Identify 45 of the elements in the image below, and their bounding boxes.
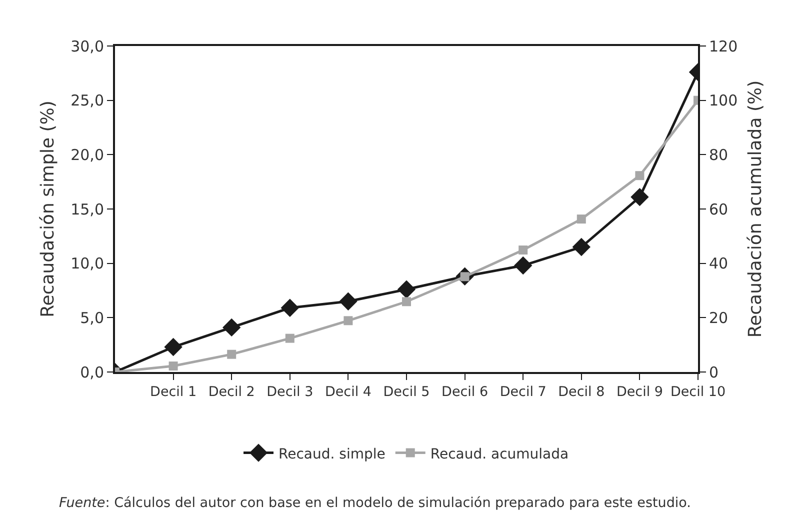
point	[572, 238, 590, 256]
y2-axis-title: Recaudación acumulada (%)	[745, 80, 766, 338]
y-axis-title: Recaudación simple (%)	[37, 100, 58, 318]
point	[397, 280, 416, 299]
point	[514, 256, 532, 275]
point	[518, 246, 528, 255]
x-tick-label: Decil 6	[442, 384, 488, 400]
y2-tick-label: 60	[709, 200, 728, 218]
point	[168, 362, 178, 371]
point	[402, 297, 411, 306]
y2-tick-label: 120	[709, 37, 738, 56]
x-tick-label: Decil 7	[500, 384, 546, 400]
source-note: Fuente: Cálculos del autor con base en el modelo de simulación preparado para este estudio.	[59, 495, 691, 511]
point	[285, 334, 294, 343]
y2-tick-label: 100	[709, 92, 738, 110]
x-tick-label: Decil 3	[266, 384, 314, 400]
x-tick-label: Decil 1	[150, 384, 197, 400]
y-tick-label: 30,0	[70, 37, 104, 56]
point	[630, 188, 649, 206]
x-tick-label: Decil 2	[208, 384, 255, 400]
point	[344, 316, 353, 326]
x-tick-label: Decil 8	[558, 384, 605, 400]
point	[222, 318, 241, 337]
point	[227, 350, 236, 359]
point	[576, 214, 586, 224]
y2-tick-label: 80	[709, 146, 728, 164]
legend-label: Recaud. acumulada	[430, 446, 569, 462]
point	[164, 338, 182, 356]
y2-tick-label: 20	[709, 308, 728, 327]
point	[635, 171, 644, 180]
y-tick-label: 25,0	[70, 92, 104, 110]
point	[339, 292, 358, 310]
x-tick-label: Decil 9	[616, 384, 663, 400]
legend-label: Recaud. simple	[278, 446, 386, 462]
y2-tick-label: 40	[709, 254, 728, 273]
y-tick-label: 20,0	[70, 146, 104, 164]
point	[280, 298, 299, 317]
y-tick-label: 5,0	[80, 308, 104, 327]
x-tick-label: Decil 5	[383, 384, 430, 400]
y-tick-label: 10,0	[70, 254, 104, 273]
y2-tick-label: 0	[709, 363, 719, 382]
x-tick-label: Decil 4	[324, 384, 372, 400]
y-tick-label: 15,0	[70, 200, 104, 218]
y-tick-label: 0,0	[80, 363, 104, 382]
x-tick-label: Decil 10	[670, 384, 726, 400]
